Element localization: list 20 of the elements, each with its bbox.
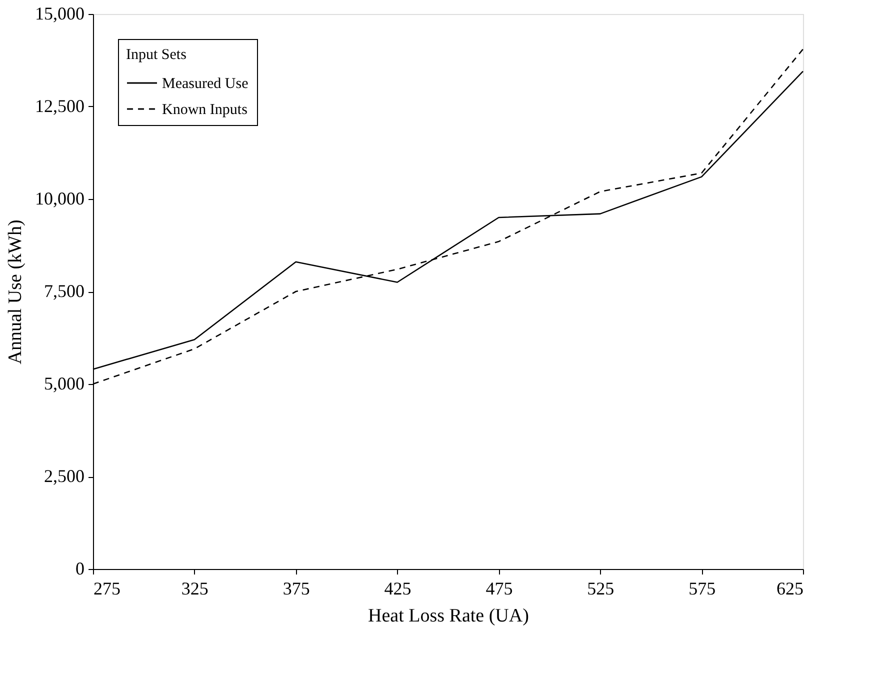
legend-label: Known Inputs: [162, 102, 248, 118]
y-tick-label: 2,500: [44, 466, 84, 486]
y-tick-label: 15,000: [35, 4, 84, 24]
legend-title: Input Sets: [126, 47, 187, 63]
x-tick-label: 275: [94, 578, 120, 598]
x-tick-label: 525: [587, 578, 614, 598]
x-tick-label: 575: [688, 578, 716, 598]
x-tick-label: 425: [384, 578, 412, 598]
x-axis-title: Heat Loss Rate (UA): [368, 606, 529, 626]
x-tick-label: 325: [181, 578, 208, 598]
y-tick-label: 5,000: [44, 374, 84, 394]
y-tick-label: 12,500: [35, 96, 84, 116]
legend-label: Measured Use: [162, 76, 249, 92]
x-tick-label: 375: [282, 578, 310, 598]
x-tick-label: 475: [486, 578, 513, 598]
y-tick-label: 10,000: [35, 188, 84, 208]
x-tick-label: 625: [776, 578, 804, 598]
y-tick-label: 0: [76, 558, 84, 578]
y-axis-title: Annual Use (kWh): [5, 220, 26, 364]
y-tick-label: 7,500: [44, 281, 84, 301]
